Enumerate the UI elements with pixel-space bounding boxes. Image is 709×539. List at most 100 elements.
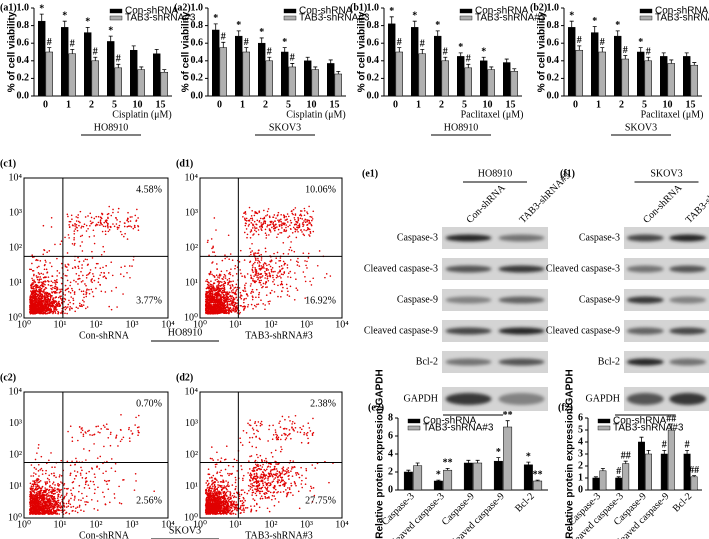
dot	[262, 266, 264, 269]
dot	[52, 506, 54, 509]
dot	[277, 211, 280, 214]
dot	[46, 305, 48, 308]
dot	[243, 290, 245, 292]
dot	[72, 297, 74, 300]
dot	[48, 504, 51, 506]
dot-cloud	[28, 413, 155, 515]
dot	[41, 492, 43, 494]
dot	[230, 311, 233, 313]
dot	[89, 212, 92, 215]
dot	[310, 216, 313, 218]
dot	[216, 311, 219, 313]
dot	[102, 276, 105, 278]
dot	[273, 291, 276, 293]
bar	[395, 51, 403, 97]
dot	[324, 276, 326, 279]
dot	[40, 278, 42, 281]
dot	[50, 295, 53, 297]
dot	[251, 219, 254, 221]
dot	[233, 303, 236, 306]
dot	[277, 272, 279, 274]
x-tick-label: 10⁴	[335, 319, 349, 330]
dot	[275, 217, 277, 219]
dot	[261, 275, 264, 277]
dot	[44, 494, 46, 497]
dot	[57, 499, 60, 502]
dot	[41, 486, 43, 488]
bar	[212, 29, 220, 97]
dot	[303, 220, 305, 222]
legend-swatch	[407, 425, 421, 431]
dot	[39, 501, 42, 504]
dot	[264, 272, 267, 275]
dot	[53, 487, 56, 489]
dot	[260, 279, 262, 282]
dot	[260, 267, 263, 270]
dot	[30, 485, 33, 488]
error-bar	[600, 47, 605, 52]
dot	[37, 296, 40, 299]
dot	[245, 297, 247, 300]
significance-mark: *	[236, 20, 241, 31]
dot	[38, 273, 41, 275]
dot	[102, 472, 104, 475]
error-bar	[244, 47, 249, 52]
dot	[220, 307, 223, 310]
dot	[234, 310, 236, 313]
dot	[264, 222, 267, 225]
dot	[268, 303, 270, 305]
significance-mark: #	[290, 53, 295, 64]
y-tick-label: 6	[578, 412, 583, 423]
dot	[42, 253, 45, 256]
dot	[36, 278, 39, 281]
dot	[68, 299, 70, 302]
dot	[92, 480, 95, 483]
dot	[209, 312, 212, 314]
dot	[219, 274, 222, 276]
dot	[37, 443, 40, 446]
dot	[31, 293, 34, 295]
dot	[316, 264, 319, 267]
dot	[70, 489, 72, 491]
dot	[212, 492, 215, 495]
dot	[29, 512, 31, 514]
dot	[105, 470, 107, 473]
x-tick-label: 15	[686, 99, 696, 110]
dot	[80, 499, 82, 502]
dot	[36, 511, 39, 513]
dot	[43, 268, 46, 271]
bar	[281, 51, 289, 97]
x-tick-label: 5	[112, 99, 117, 110]
dot	[290, 228, 292, 230]
dot	[56, 281, 59, 284]
dot	[280, 213, 282, 216]
y-tick-label: 8	[388, 412, 393, 423]
dot	[286, 294, 289, 296]
significance-mark: *	[412, 10, 417, 21]
dot	[30, 301, 33, 304]
dot	[41, 469, 44, 472]
dot	[207, 311, 210, 314]
dot	[33, 472, 35, 474]
dot	[284, 222, 286, 225]
dot	[81, 250, 84, 252]
dot	[259, 277, 262, 279]
dot	[37, 307, 40, 310]
dot	[36, 482, 38, 484]
dot	[66, 213, 69, 216]
bar	[660, 56, 668, 97]
y-tick-label: 10³	[185, 207, 198, 218]
y-tick-label: 0.4	[547, 55, 560, 66]
dot	[209, 290, 211, 293]
dot	[226, 300, 229, 302]
dot	[245, 282, 247, 285]
dot	[255, 288, 258, 291]
dot	[205, 310, 208, 312]
dot	[94, 224, 97, 227]
bar	[265, 60, 273, 97]
significance-mark: ##	[689, 465, 699, 476]
bar	[433, 480, 443, 491]
dot	[69, 464, 72, 467]
dot	[209, 271, 212, 274]
dot	[47, 304, 50, 306]
